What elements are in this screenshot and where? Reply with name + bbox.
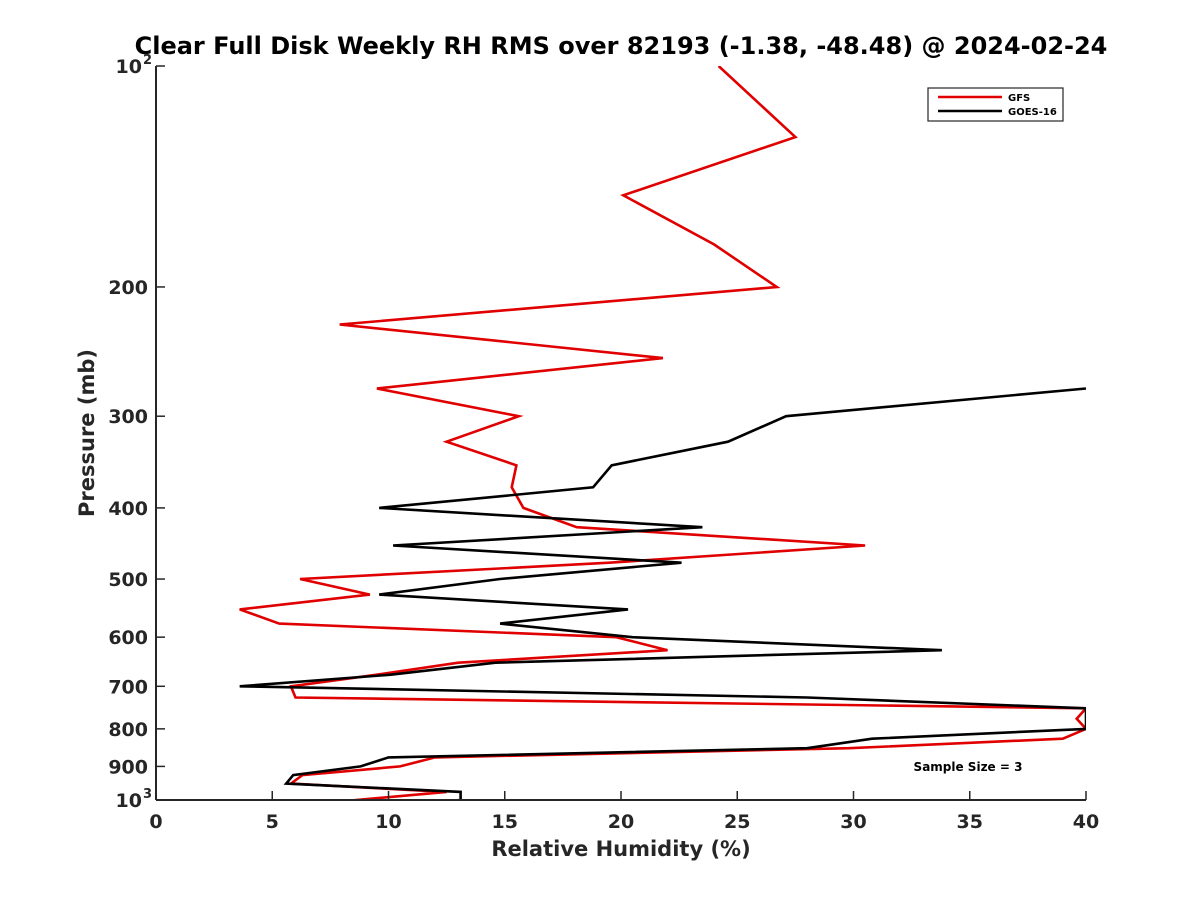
series-line-gfs	[239, 66, 1086, 800]
legend: GFS GOES-16	[927, 87, 1064, 122]
x-tick-label: 0	[149, 811, 162, 833]
x-tick-label: 35	[957, 811, 983, 833]
x-tick-label: 30	[840, 811, 866, 833]
y-axis-label: Pressure (mb)	[75, 349, 99, 517]
legend-box	[927, 87, 1064, 122]
y-tick-label: 300	[108, 406, 148, 428]
x-tick-label: 25	[724, 811, 750, 833]
y-tick-label: 900	[108, 756, 148, 778]
legend-label: GFS	[1008, 93, 1030, 104]
series-line-goes-16	[239, 387, 1086, 800]
y-tick-label: 500	[108, 569, 148, 591]
y-tick-label: 400	[108, 498, 148, 520]
y-tick-label: 700	[108, 676, 148, 698]
y-tick-label: 600	[108, 627, 148, 649]
y-tick-exponent: 2	[143, 53, 152, 68]
x-tick-label: 20	[608, 811, 634, 833]
series-layer	[239, 66, 1086, 800]
plot-area	[156, 66, 1086, 800]
x-ticks: 0 5 10 15 20 25 30 35 40	[149, 791, 1099, 833]
y-tick-exponent: 3	[143, 787, 152, 802]
x-tick-label: 15	[492, 811, 518, 833]
y-tick-label: 200	[108, 277, 148, 299]
x-tick-label: 40	[1073, 811, 1099, 833]
sample-size-annotation: Sample Size = 3	[914, 760, 1023, 774]
x-axis-label: Relative Humidity (%)	[491, 837, 750, 861]
chart-title: Clear Full Disk Weekly RH RMS over 82193…	[135, 32, 1108, 60]
x-tick-label: 5	[266, 811, 279, 833]
x-tick-label: 10	[375, 811, 401, 833]
y-tick-label: 10	[116, 790, 142, 812]
y-tick-label: 10	[116, 56, 142, 78]
y-tick-label: 800	[108, 719, 148, 741]
legend-label: GOES-16	[1008, 107, 1057, 118]
